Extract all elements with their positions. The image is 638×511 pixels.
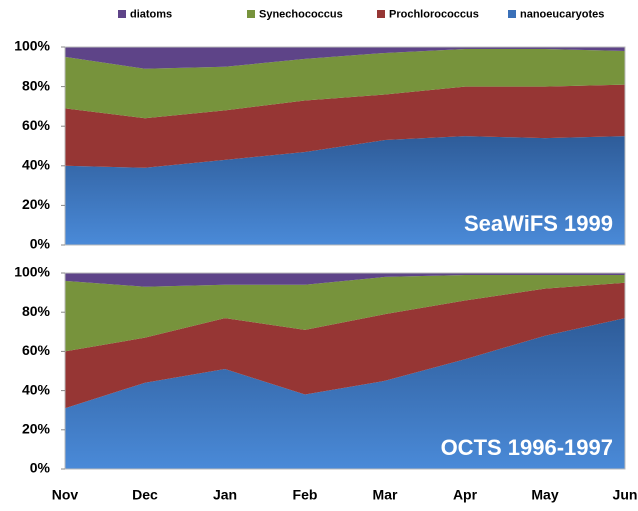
- area: [65, 273, 625, 287]
- area: [65, 47, 625, 69]
- area: [65, 136, 625, 245]
- plot-frame: [64, 272, 626, 470]
- y-tick-label: 0%: [30, 460, 51, 476]
- y-tick-label: 20%: [22, 421, 51, 437]
- area: [65, 282, 625, 409]
- area: [65, 318, 625, 469]
- x-tick-label: Nov: [52, 487, 79, 503]
- y-tick-label: 60%: [22, 117, 51, 133]
- y-tick-label: 40%: [22, 157, 51, 173]
- area: [65, 84, 625, 168]
- legend-label: diatoms: [130, 8, 172, 20]
- y-tick-label: 20%: [22, 196, 51, 212]
- x-tick-label: Jan: [213, 487, 237, 503]
- panel-title: SeaWiFS 1999: [464, 211, 613, 236]
- x-tick-label: Feb: [293, 487, 318, 503]
- x-tick-label: Dec: [132, 487, 158, 503]
- x-tick-label: Jun: [613, 487, 638, 503]
- area: [65, 48, 625, 119]
- legend-swatch: [377, 10, 385, 18]
- legend-swatch: [118, 10, 126, 18]
- legend-swatch: [247, 10, 255, 18]
- y-tick-label: 40%: [22, 381, 51, 397]
- y-tick-label: 100%: [14, 38, 50, 54]
- y-tick-label: 100%: [14, 264, 50, 280]
- panel-title: OCTS 1996-1997: [441, 435, 613, 460]
- x-tick-label: May: [531, 487, 558, 503]
- y-tick-label: 0%: [30, 236, 51, 252]
- legend-label: nanoeucaryotes: [520, 8, 604, 20]
- y-tick-label: 60%: [22, 342, 51, 358]
- area: [65, 274, 625, 352]
- y-tick-label: 80%: [22, 303, 51, 319]
- x-tick-label: Mar: [373, 487, 398, 503]
- legend-swatch: [508, 10, 516, 18]
- legend-label: Synechococcus: [259, 8, 343, 20]
- y-tick-label: 80%: [22, 77, 51, 93]
- legend-label: Prochlorococcus: [389, 8, 479, 20]
- plot-frame: [64, 46, 626, 246]
- x-tick-label: Apr: [453, 487, 478, 503]
